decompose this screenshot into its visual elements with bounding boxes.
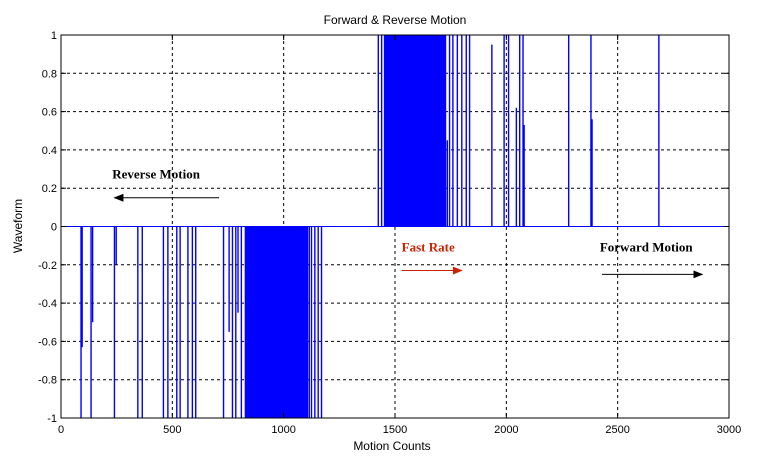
x-tick-label: 0	[58, 424, 64, 436]
y-tick-label: 0.6	[42, 107, 57, 119]
y-tick-label: -0.2	[38, 260, 57, 272]
x-tick-label: 1000	[271, 424, 295, 436]
ticks: 0 500 1000 1500 2000 2500 3000 -1 -0.8 -0.6 -0.4 -0…	[38, 30, 741, 436]
x-tick-label: 500	[163, 424, 181, 436]
x-tick-label: 2500	[605, 424, 629, 436]
annotation-label: Reverse Motion	[112, 167, 200, 182]
y-tick-label: -1	[47, 413, 57, 425]
x-tick-label: 2000	[494, 424, 518, 436]
y-tick-label: 0.2	[42, 183, 57, 195]
y-axis-label: Waveform	[11, 199, 25, 253]
y-tick-label: 0.8	[42, 68, 57, 80]
annotation-label: Fast Rate	[402, 239, 455, 254]
annotations: Reverse Motion Fast Rate Forward Motion	[112, 167, 704, 279]
series-waveform	[61, 35, 729, 418]
y-tick-label: -0.4	[38, 298, 57, 310]
x-axis-label: Motion Counts	[353, 439, 430, 453]
waveform-pulse-band-reverse	[244, 226, 309, 418]
y-tick-label: -0.8	[38, 375, 57, 387]
annotation-label: Forward Motion	[600, 239, 694, 254]
y-tick-label: -0.6	[38, 336, 57, 348]
chart-title: Forward & Reverse Motion	[324, 13, 467, 27]
y-tick-label: 0.4	[42, 145, 57, 157]
x-tick-label: 1500	[383, 424, 407, 436]
y-tick-label: 0	[51, 222, 57, 234]
y-tick-label: 1	[51, 30, 57, 42]
x-tick-label: 3000	[717, 424, 741, 436]
waveform-pulse-band-forward	[383, 35, 447, 227]
